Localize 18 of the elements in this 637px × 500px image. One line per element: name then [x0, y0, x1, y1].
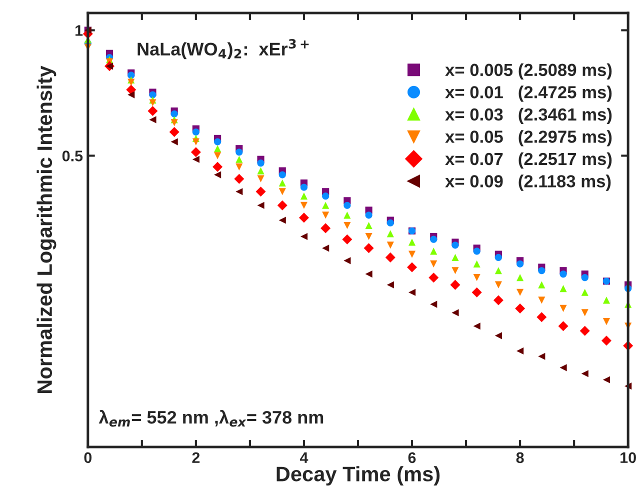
- y-axis-title: Normalized Logarithmic Intensity: [36, 66, 56, 393]
- x-tick-label: 8: [516, 452, 524, 464]
- x-tick-label: 10: [620, 452, 636, 464]
- annotation: NaLa(WO$_{4}$)$_{2}$: xEr$^{3+}$: [138, 39, 309, 60]
- legend-label: x= 0.09 (2.1183 ms): [445, 174, 611, 191]
- x-tick-label: 0: [84, 452, 92, 464]
- legend-label: x= 0.07 (2.2517 ms): [445, 152, 612, 169]
- x-tick-label: 6: [408, 452, 416, 464]
- legend-label: x= 0.05 (2.2975 ms): [445, 130, 612, 146]
- legend-label: x= 0.03 (2.3461 ms): [445, 108, 612, 124]
- x-axis-title: Decay Time (ms): [276, 466, 440, 486]
- x-tick-label: 4: [300, 452, 308, 463]
- x-tick-label: 2: [192, 452, 200, 463]
- y-tick-label: 1: [76, 25, 83, 36]
- legend-label: x= 0.005 (2.5089 ms): [445, 63, 612, 80]
- legend-label: x= 0.01 (2.4725 ms): [445, 86, 612, 102]
- annotation: λ$_{em}$= 552 nm ,λ$_{ex}$= 378 nm: [98, 410, 324, 427]
- y-tick-label: 0.5: [62, 150, 83, 162]
